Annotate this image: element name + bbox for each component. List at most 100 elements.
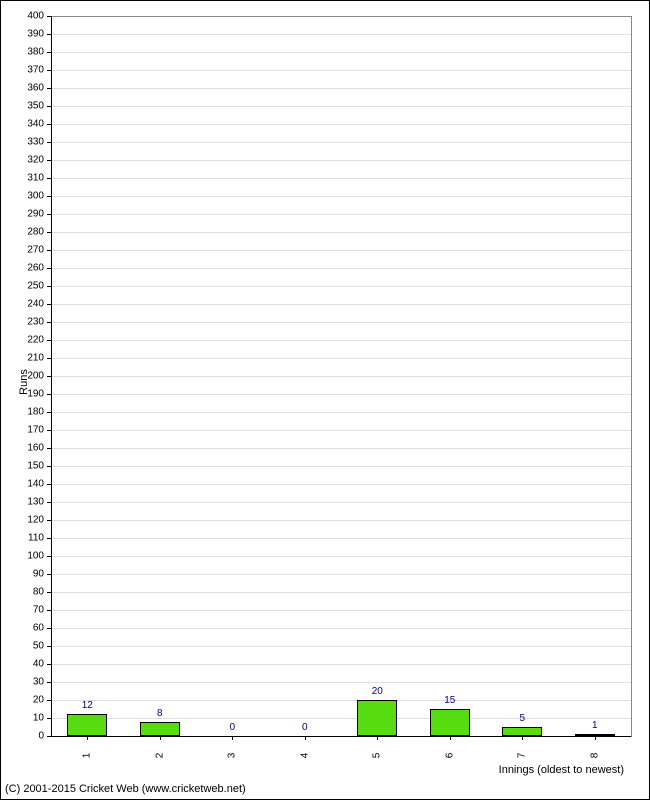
- grid-line: [52, 628, 631, 629]
- x-tick-mark: [160, 736, 161, 740]
- y-tick-mark: [47, 610, 51, 611]
- y-tick-mark: [47, 412, 51, 413]
- x-tick-label: 1: [82, 753, 93, 759]
- grid-line: [52, 358, 631, 359]
- y-tick-label: 40: [1, 659, 44, 670]
- x-tick-label: 4: [299, 753, 310, 759]
- x-axis-line: [51, 736, 631, 737]
- grid-line: [52, 448, 631, 449]
- y-tick-mark: [47, 250, 51, 251]
- y-tick-label: 200: [1, 371, 44, 382]
- grid-line: [52, 232, 631, 233]
- y-tick-mark: [47, 556, 51, 557]
- x-tick-label: 7: [517, 753, 528, 759]
- y-tick-label: 310: [1, 173, 44, 184]
- y-tick-label: 330: [1, 137, 44, 148]
- grid-line: [52, 106, 631, 107]
- y-tick-label: 120: [1, 515, 44, 526]
- y-tick-mark: [47, 268, 51, 269]
- grid-line: [52, 268, 631, 269]
- y-tick-mark: [47, 394, 51, 395]
- y-tick-label: 160: [1, 443, 44, 454]
- bar-value-label: 0: [302, 722, 308, 733]
- bar: [430, 709, 470, 736]
- y-tick-mark: [47, 106, 51, 107]
- bar-value-label: 1: [592, 720, 598, 731]
- grid-line: [52, 394, 631, 395]
- y-tick-label: 260: [1, 263, 44, 274]
- y-tick-label: 50: [1, 641, 44, 652]
- grid-line: [52, 484, 631, 485]
- y-tick-mark: [47, 322, 51, 323]
- grid-line: [52, 286, 631, 287]
- y-tick-mark: [47, 682, 51, 683]
- grid-line: [52, 124, 631, 125]
- y-tick-label: 70: [1, 605, 44, 616]
- x-tick-label: 3: [227, 753, 238, 759]
- grid-line: [52, 304, 631, 305]
- x-tick-label: 2: [154, 753, 165, 759]
- y-tick-label: 80: [1, 587, 44, 598]
- x-tick-label: 6: [444, 753, 455, 759]
- y-tick-mark: [47, 358, 51, 359]
- y-tick-mark: [47, 484, 51, 485]
- y-tick-label: 370: [1, 65, 44, 76]
- grid-line: [52, 214, 631, 215]
- grid-line: [52, 322, 631, 323]
- grid-line: [52, 610, 631, 611]
- x-tick-mark: [377, 736, 378, 740]
- y-tick-mark: [47, 70, 51, 71]
- y-tick-label: 180: [1, 407, 44, 418]
- y-tick-mark: [47, 196, 51, 197]
- chart-container: Runs Innings (oldest to newest) (C) 2001…: [0, 0, 650, 800]
- grid-line: [52, 340, 631, 341]
- y-tick-mark: [47, 142, 51, 143]
- y-tick-mark: [47, 160, 51, 161]
- y-tick-label: 220: [1, 335, 44, 346]
- grid-line: [52, 682, 631, 683]
- grid-line: [52, 646, 631, 647]
- grid-line: [52, 592, 631, 593]
- y-tick-label: 0: [1, 731, 44, 742]
- grid-line: [52, 664, 631, 665]
- y-tick-mark: [47, 34, 51, 35]
- grid-line: [52, 502, 631, 503]
- copyright-text: (C) 2001-2015 Cricket Web (www.cricketwe…: [5, 783, 246, 795]
- bar: [357, 700, 397, 736]
- grid-line: [52, 718, 631, 719]
- y-tick-label: 280: [1, 227, 44, 238]
- y-tick-mark: [47, 628, 51, 629]
- bar-value-label: 15: [444, 695, 455, 706]
- y-tick-mark: [47, 574, 51, 575]
- x-tick-mark: [450, 736, 451, 740]
- y-tick-mark: [47, 214, 51, 215]
- x-tick-mark: [595, 736, 596, 740]
- y-tick-mark: [47, 16, 51, 17]
- grid-line: [52, 142, 631, 143]
- y-tick-label: 110: [1, 533, 44, 544]
- y-tick-mark: [47, 304, 51, 305]
- y-tick-label: 290: [1, 209, 44, 220]
- y-tick-label: 320: [1, 155, 44, 166]
- y-tick-mark: [47, 718, 51, 719]
- y-tick-label: 210: [1, 353, 44, 364]
- y-tick-label: 130: [1, 497, 44, 508]
- bar-value-label: 12: [82, 700, 93, 711]
- y-tick-label: 270: [1, 245, 44, 256]
- y-tick-mark: [47, 286, 51, 287]
- y-tick-mark: [47, 538, 51, 539]
- y-tick-label: 230: [1, 317, 44, 328]
- y-tick-mark: [47, 502, 51, 503]
- grid-line: [52, 34, 631, 35]
- grid-line: [52, 556, 631, 557]
- y-tick-mark: [47, 448, 51, 449]
- bar-value-label: 8: [157, 708, 163, 719]
- y-tick-label: 100: [1, 551, 44, 562]
- y-tick-label: 400: [1, 11, 44, 22]
- y-tick-mark: [47, 52, 51, 53]
- bar: [140, 722, 180, 736]
- bar: [67, 714, 107, 736]
- grid-line: [52, 52, 631, 53]
- grid-line: [52, 574, 631, 575]
- y-tick-label: 380: [1, 47, 44, 58]
